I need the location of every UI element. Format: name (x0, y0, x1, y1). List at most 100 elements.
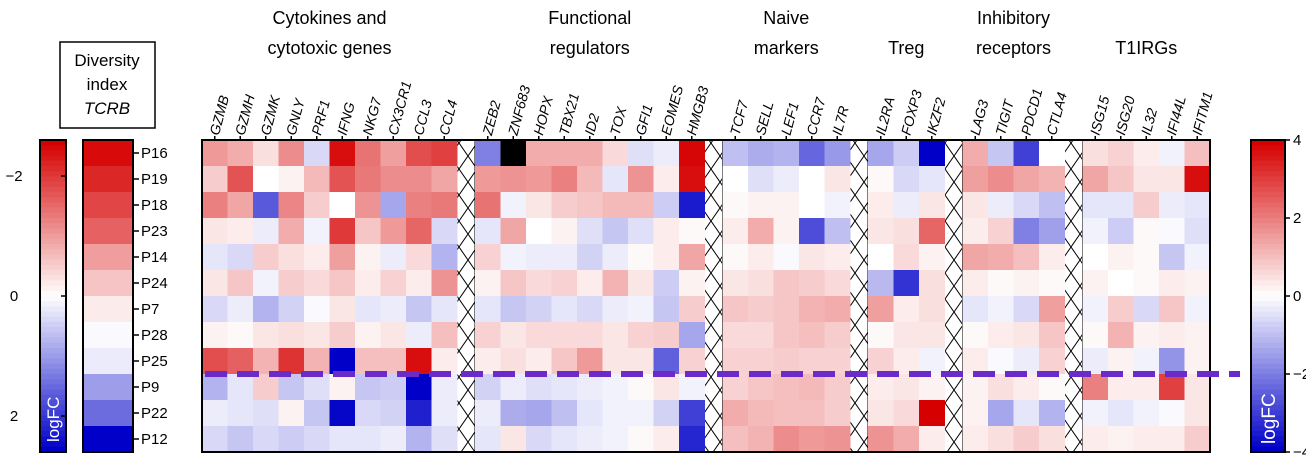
heatmap-cell (1159, 322, 1185, 349)
heatmap-cell (773, 296, 800, 323)
heatmap-cell (1039, 348, 1065, 375)
gene-label: IL7R (829, 104, 852, 137)
colorbar-swatch (1251, 223, 1285, 229)
heatmap-cell (1082, 218, 1109, 245)
heatmap-cell (653, 426, 680, 453)
heatmap-cell (748, 322, 774, 349)
heatmap-cell (1013, 348, 1040, 375)
colorbar-swatch (40, 384, 66, 391)
diversity-title-gene: TCRB (84, 99, 130, 118)
heatmap-cell (722, 192, 749, 219)
group-separator-hatch (456, 139, 476, 453)
heatmap-cell (1082, 166, 1109, 193)
heatmap-cell (653, 400, 680, 427)
heatmap-cell (1082, 322, 1109, 349)
heatmap-cell (500, 192, 527, 219)
heatmap-cell (653, 140, 680, 167)
colorbar-swatch (1251, 306, 1285, 313)
heatmap-cell (919, 348, 945, 375)
heatmap-cell (253, 426, 279, 453)
colorbar-swatch (1251, 160, 1285, 167)
heatmap-cell (526, 322, 552, 349)
heatmap-cell (202, 270, 228, 297)
patient-label: P16 (141, 145, 168, 162)
colorbar-swatch (40, 254, 66, 261)
group-label: Cytokines and (272, 8, 386, 28)
heatmap-cell (475, 140, 501, 167)
heatmap-cell (1039, 400, 1065, 427)
heatmap-cell (431, 348, 458, 375)
patient-label: P19 (141, 171, 168, 188)
colorbar-swatch (1251, 166, 1285, 172)
heatmap-cell (653, 374, 680, 401)
colorbar-swatch (1251, 348, 1285, 354)
heatmap-cell (962, 244, 989, 271)
colorbar-swatch (40, 176, 66, 183)
heatmap-cell (722, 270, 749, 297)
heatmap-cell (773, 218, 800, 245)
heatmap-cell (748, 192, 774, 219)
heatmap-cell (824, 400, 851, 427)
group-label: markers (754, 38, 819, 58)
heatmap-cell (653, 218, 680, 245)
colorbar-swatch (40, 296, 66, 302)
heatmap-cell (1133, 166, 1160, 193)
colorbar-tick-label: 4 (1293, 132, 1301, 149)
heatmap-cell (962, 296, 989, 323)
heatmap-cell (628, 244, 654, 271)
colorbar-swatch (1251, 145, 1285, 151)
heatmap-cell (748, 374, 774, 401)
heatmap-cell (988, 192, 1014, 219)
colorbar-swatch (40, 181, 66, 188)
heatmap-cell (919, 400, 945, 427)
heatmap-cell (748, 270, 774, 297)
heatmap-cell (653, 348, 680, 375)
heatmap-cell (355, 244, 381, 271)
heatmap-cell (824, 140, 851, 167)
heatmap-cell (475, 218, 501, 245)
heatmap-cell (526, 218, 552, 245)
heatmap-cell (551, 400, 578, 427)
patient-label: P9 (141, 379, 159, 396)
gene-label: PDCD1 (1018, 87, 1046, 137)
heatmap-cell (748, 244, 774, 271)
heatmap-cell (679, 426, 705, 453)
heatmap-cell (1039, 374, 1065, 401)
heatmap-cell (304, 192, 330, 219)
gene-label: CCR7 (803, 95, 829, 137)
heatmap-cell (380, 140, 407, 167)
heatmap-cell (1184, 400, 1211, 427)
heatmap-cell (919, 296, 945, 323)
colorbar-swatch (1251, 264, 1285, 271)
colorbar-swatch (40, 192, 66, 198)
gene-label: IL32 (1138, 106, 1161, 137)
heatmap-cell (1013, 244, 1040, 271)
heatmap-cell (329, 244, 356, 271)
colorbar-swatch (1251, 405, 1285, 411)
colorbar-swatch (1251, 389, 1285, 396)
colorbar-swatch (1251, 233, 1285, 240)
heatmap-cell (406, 192, 432, 219)
heatmap-cell (679, 374, 705, 401)
diversity-cell (83, 400, 133, 427)
heatmap-cell (500, 400, 527, 427)
heatmap-cell (577, 374, 603, 401)
heatmap-cell (551, 296, 578, 323)
gene-label: ZEB2 (479, 99, 504, 138)
colorbar-swatch (1251, 280, 1285, 287)
gene-label: ISG15 (1087, 94, 1113, 137)
group-label: T1IRGs (1115, 38, 1177, 58)
heatmap-cell (824, 374, 851, 401)
colorbar-swatch (1251, 218, 1285, 224)
heatmap-cell (653, 166, 680, 193)
colorbar-tick-label: −2 (1293, 366, 1306, 383)
heatmap-cell (500, 426, 527, 453)
colorbar-swatch (40, 238, 66, 245)
heatmap-cell (500, 270, 527, 297)
heatmap-cell (380, 348, 407, 375)
colorbar-swatch (1251, 420, 1285, 427)
heatmap-cell (773, 244, 800, 271)
gene-label: PRF1 (308, 98, 333, 137)
colorbar-swatch (40, 431, 66, 437)
heatmap-cell (773, 400, 800, 427)
